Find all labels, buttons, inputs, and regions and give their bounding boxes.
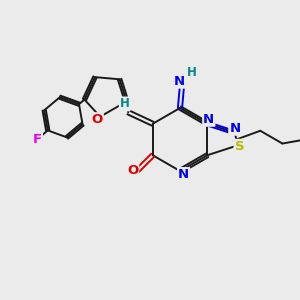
Text: N: N	[178, 168, 189, 181]
Text: S: S	[235, 140, 244, 153]
Text: N: N	[174, 75, 185, 88]
Text: N: N	[203, 113, 214, 126]
Text: O: O	[92, 113, 103, 126]
Text: H: H	[187, 66, 197, 79]
Text: O: O	[127, 164, 138, 177]
Text: N: N	[229, 122, 240, 135]
Text: F: F	[33, 133, 42, 146]
Text: H: H	[120, 98, 130, 110]
